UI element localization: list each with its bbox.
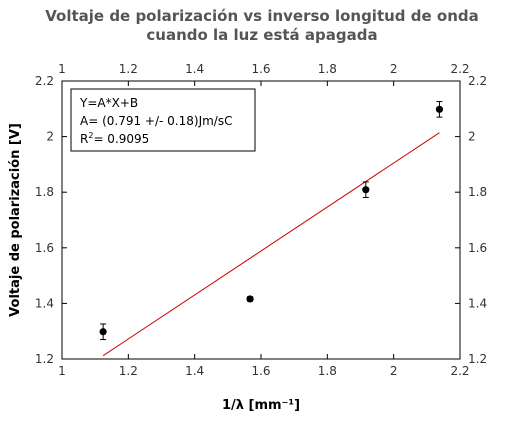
y-tick-label-left: 1.2 (35, 352, 54, 366)
y-tick-label-right: 1.2 (468, 352, 487, 366)
legend-box: Y=A*X+B A= (0.791 +/- 0.18)Jm/sC R2= 0.9… (70, 88, 256, 152)
legend-line-slope: A= (0.791 +/- 0.18)Jm/sC (80, 114, 232, 128)
x-tick-label-bottom: 1.6 (251, 364, 270, 378)
fit-line (102, 132, 440, 357)
x-tick-label-bottom: 1.2 (119, 364, 138, 378)
data-point (435, 105, 444, 113)
y-tick-label-left: 2.2 (35, 74, 54, 88)
y-tick-label-left: 1.6 (35, 241, 54, 255)
legend-line-r2: R2= 0.9095 (80, 131, 149, 146)
y-tick-label-right: 1.6 (468, 241, 487, 255)
chart-title-line2: cuando la luz está apagada (146, 26, 377, 44)
y-axis-title: Voltaje de polarización [V] (8, 123, 23, 317)
x-tick-label-top: 1.6 (251, 62, 270, 76)
x-tick-label-top: 1.4 (185, 62, 204, 76)
y-tick-label-left: 1.4 (35, 296, 54, 310)
x-tick-label-bottom: 1.8 (318, 364, 337, 378)
axis-ticks (61, 80, 461, 360)
y-tick-label-right: 1.4 (468, 296, 487, 310)
x-tick-label-top: 1.2 (119, 62, 138, 76)
y-tick-label-right: 2 (468, 130, 476, 144)
data-point (99, 328, 107, 336)
legend-r2-sup: 2 (88, 131, 93, 140)
x-tick-label-bottom: 2.2 (450, 364, 469, 378)
data-point (362, 186, 370, 194)
x-tick-label-bottom: 1.4 (185, 364, 204, 378)
x-axis-title: 1/λ [mm⁻¹] (222, 398, 300, 413)
x-tick-label-top: 1.8 (318, 62, 337, 76)
y-tick-label-left: 2 (46, 130, 54, 144)
x-tick-label-bottom: 2 (390, 364, 398, 378)
y-tick-label-right: 1.8 (468, 185, 487, 199)
x-tick-label-top: 1 (58, 62, 66, 76)
legend-r2-suffix: = 0.9095 (93, 132, 149, 146)
y-tick-label-right: 2.2 (468, 74, 487, 88)
data-point (246, 295, 254, 303)
chart-title-line1: Voltaje de polarización vs inverso longi… (45, 7, 478, 25)
fit-layer (102, 132, 440, 357)
data-points-layer (99, 101, 444, 341)
x-tick-label-bottom: 1 (58, 364, 66, 378)
x-tick-label-top: 2 (390, 62, 398, 76)
y-tick-label-left: 1.8 (35, 185, 54, 199)
x-tick-label-top: 2.2 (450, 62, 469, 76)
legend-r2-prefix: R (80, 132, 88, 146)
legend-line-equation: Y=A*X+B (79, 96, 138, 110)
legend-frame (70, 88, 256, 152)
